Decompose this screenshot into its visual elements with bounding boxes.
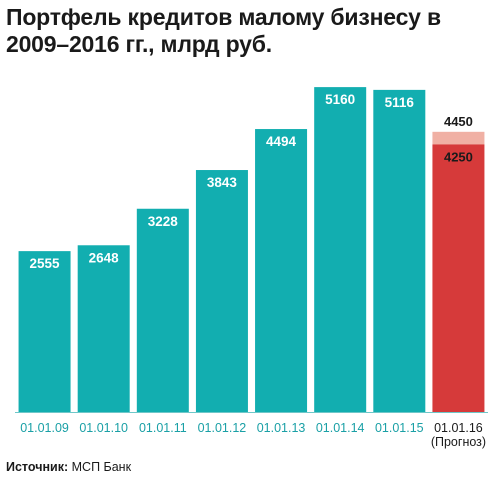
bar-value-label: 3843 — [207, 175, 238, 190]
source-value: МСП Банк — [71, 460, 132, 474]
bar — [314, 87, 367, 412]
bar — [373, 89, 426, 413]
source-note: Источник: МСП Банк — [6, 460, 131, 474]
chart-title: Портфель кредитов малому бизнесу в 2009–… — [6, 4, 441, 57]
x-tick-label: 01.01.13 — [257, 421, 306, 435]
x-tick-label: 01.01.11 — [139, 421, 187, 435]
bar-value-label: 3228 — [148, 214, 179, 229]
bar-value-label: 4494 — [266, 134, 297, 149]
x-tick-label: 01.01.09 — [20, 421, 69, 435]
forecast-high-label: 4450 — [444, 114, 473, 129]
forecast-low-label: 4250 — [444, 149, 473, 164]
bar-value-label: 2648 — [89, 250, 120, 265]
source-label: Источник: — [6, 460, 69, 474]
bar-value-label: 5160 — [325, 92, 355, 107]
bar — [77, 245, 130, 412]
x-tick-label: 01.01.16 — [434, 421, 483, 435]
bar-value-label: 2555 — [30, 256, 61, 271]
x-tick-label: 01.01.10 — [79, 421, 128, 435]
bar — [18, 251, 71, 412]
bar-forecast — [432, 144, 485, 412]
x-tick-label: 01.01.15 — [375, 421, 424, 435]
bar — [136, 208, 189, 412]
x-tick-label: 01.01.14 — [316, 421, 365, 435]
bar — [255, 129, 308, 413]
x-tick-label: 01.01.12 — [198, 421, 247, 435]
bar-value-label: 5116 — [385, 95, 415, 110]
x-tick-note: (Прогноз) — [431, 435, 486, 449]
forecast-range-band — [432, 131, 485, 145]
bar — [195, 170, 248, 412]
